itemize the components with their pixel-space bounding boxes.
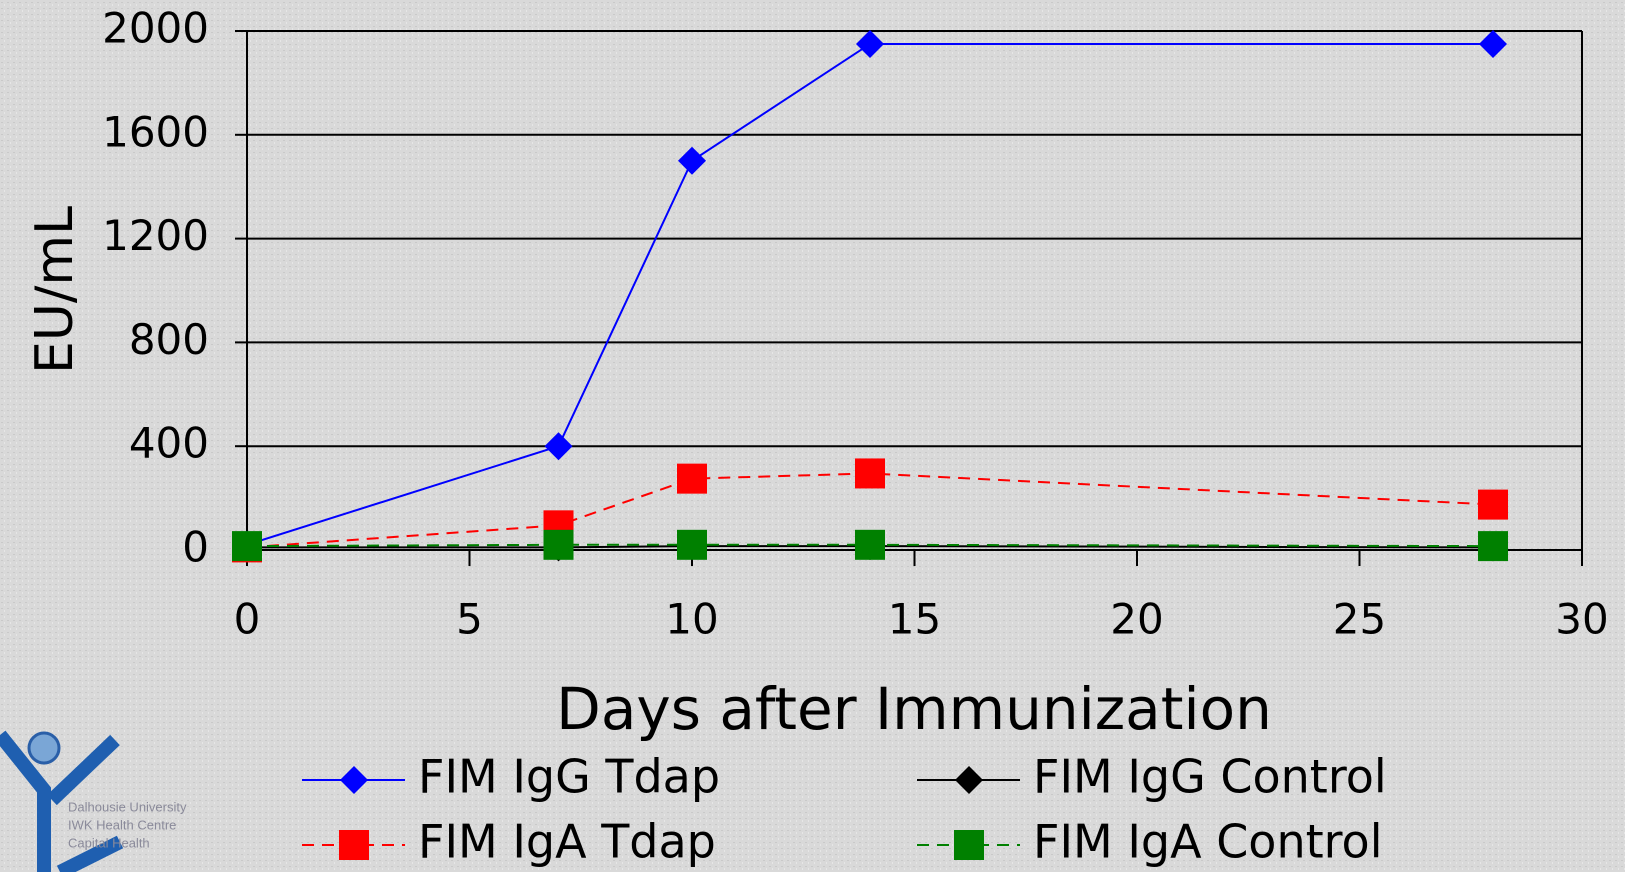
marker xyxy=(856,29,884,58)
logo-shape xyxy=(56,835,124,872)
legend-marker xyxy=(954,830,984,860)
legend-label: FIM IgG Tdap xyxy=(418,750,720,804)
logo: Dalhousie University IWK Health Centre C… xyxy=(0,730,187,872)
x-tick-label: 25 xyxy=(1333,595,1386,644)
marker xyxy=(677,529,707,560)
marker xyxy=(678,146,706,175)
marker xyxy=(855,458,885,489)
legend-marker xyxy=(339,830,369,860)
x-tick-label: 15 xyxy=(888,595,941,644)
legend-item: FIM IgA Control xyxy=(917,815,1382,869)
marker xyxy=(543,529,574,560)
logo-text: IWK Health Centre xyxy=(68,817,176,832)
y-axis-title: EU/mL xyxy=(25,206,85,374)
legend-marker xyxy=(955,766,983,794)
y-tick-label: 0 xyxy=(182,523,209,572)
legend-label: FIM IgA Tdap xyxy=(418,815,716,869)
series-line xyxy=(246,472,1494,549)
marker xyxy=(544,432,573,461)
y-tick-label: 400 xyxy=(129,419,209,468)
x-tick-label: 0 xyxy=(234,595,261,644)
logo-shape xyxy=(0,730,120,872)
logo-text: Capital Health xyxy=(68,835,150,850)
y-tick-label: 2000 xyxy=(102,4,209,53)
logo-text: Dalhousie University xyxy=(68,799,187,814)
legend-label: FIM IgG Control xyxy=(1033,750,1387,804)
x-tick-label: 10 xyxy=(665,595,718,644)
y-tick-label: 1600 xyxy=(102,107,209,156)
x-tick-label: 20 xyxy=(1110,595,1163,644)
marker xyxy=(855,529,885,560)
legend-marker xyxy=(340,766,368,794)
marker xyxy=(232,531,262,562)
x-tick-label: 5 xyxy=(456,595,483,644)
logo-circle xyxy=(27,731,61,765)
marker xyxy=(677,463,707,494)
x-axis-title: Days after Immunization xyxy=(556,675,1272,743)
legend-item: FIM IgG Control xyxy=(917,750,1387,804)
marker xyxy=(1478,489,1508,520)
legend-label: FIM IgA Control xyxy=(1033,815,1382,869)
y-tick-label: 1200 xyxy=(102,211,209,260)
marker xyxy=(1479,29,1507,58)
y-tick-label: 800 xyxy=(129,315,209,364)
legend-item: FIM IgG Tdap xyxy=(302,750,720,804)
marker xyxy=(1478,531,1508,562)
legend-item: FIM IgA Tdap xyxy=(302,815,716,869)
x-tick-label: 30 xyxy=(1555,595,1608,644)
